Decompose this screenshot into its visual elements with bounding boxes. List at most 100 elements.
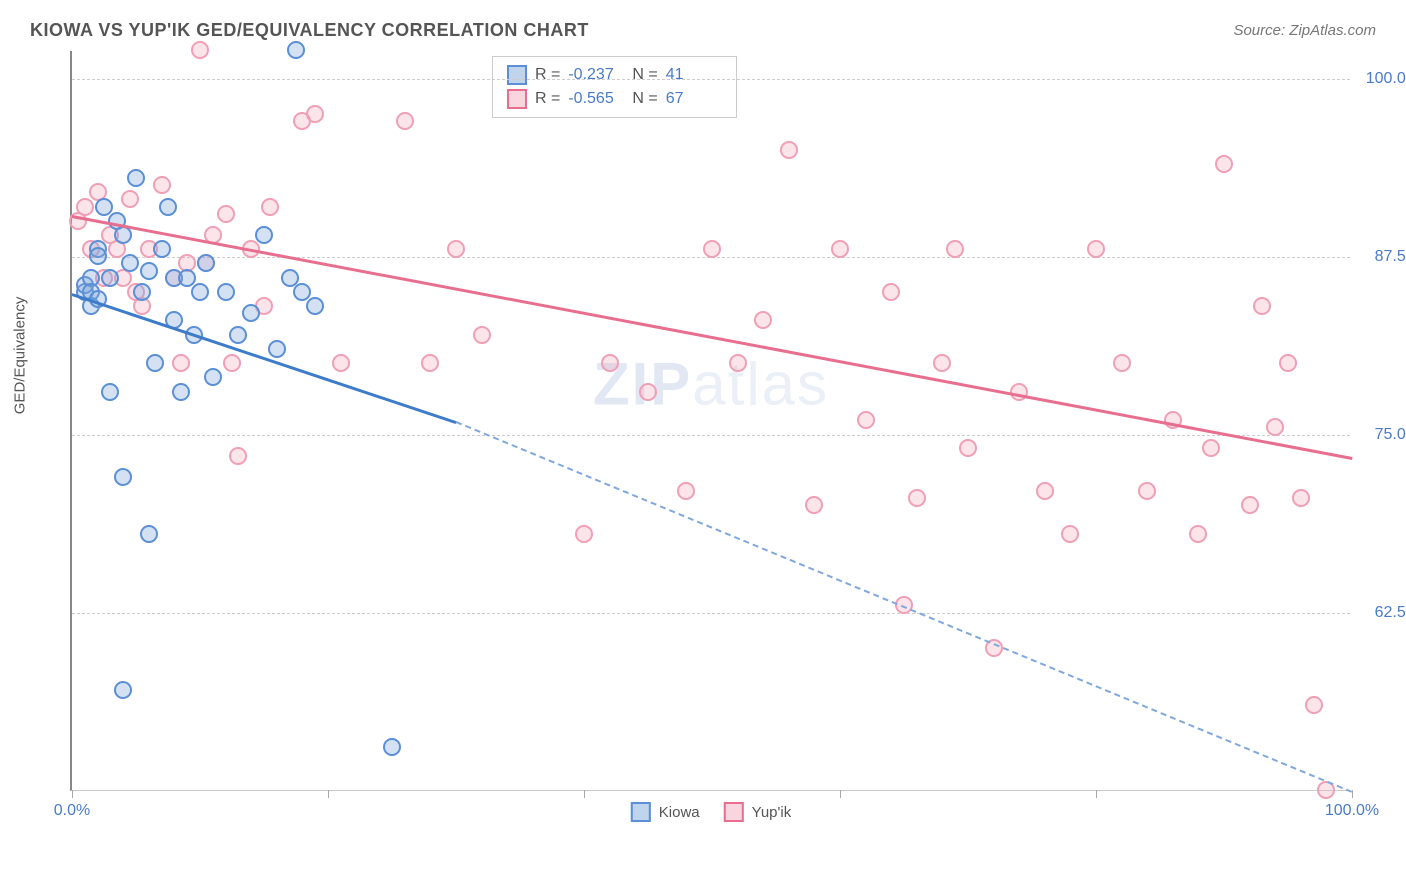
data-point [89, 247, 107, 265]
data-point [255, 226, 273, 244]
data-point [1215, 155, 1233, 173]
stat-r-value: -0.237 [568, 66, 624, 84]
data-point [191, 283, 209, 301]
legend-label: Kiowa [659, 804, 700, 821]
data-point [172, 354, 190, 372]
data-point [882, 283, 900, 301]
legend-swatch-blue [631, 802, 651, 822]
data-point [217, 205, 235, 223]
data-point [1087, 240, 1105, 258]
data-point [114, 681, 132, 699]
chart-source: Source: ZipAtlas.com [1233, 22, 1376, 39]
gridline [72, 435, 1350, 436]
data-point [76, 198, 94, 216]
gridline [72, 613, 1350, 614]
data-point [575, 525, 593, 543]
data-point [204, 368, 222, 386]
data-point [140, 525, 158, 543]
trendline [456, 421, 1353, 793]
chart-container: KIOWA VS YUP'IK GED/EQUIVALENCY CORRELAT… [0, 0, 1406, 892]
legend-item: Kiowa [631, 802, 700, 822]
data-point [396, 112, 414, 130]
data-point [229, 447, 247, 465]
data-point [421, 354, 439, 372]
data-point [639, 383, 657, 401]
data-point [197, 254, 215, 272]
data-point [217, 283, 235, 301]
data-point [242, 304, 260, 322]
data-point [473, 326, 491, 344]
stat-swatch-pink [507, 89, 527, 109]
xtick [328, 790, 329, 798]
legend-item: Yup'ik [724, 802, 792, 822]
data-point [1138, 482, 1156, 500]
data-point [805, 496, 823, 514]
xtick [840, 790, 841, 798]
data-point [159, 198, 177, 216]
ytick-label: 62.5% [1375, 604, 1406, 622]
data-point [703, 240, 721, 258]
data-point [601, 354, 619, 372]
stat-row: R = -0.237 N = 41 [507, 63, 722, 87]
data-point [1292, 489, 1310, 507]
data-point [101, 269, 119, 287]
ytick-label: 75.0% [1375, 426, 1406, 444]
data-point [857, 411, 875, 429]
stat-n-value: 41 [666, 66, 722, 84]
data-point [140, 262, 158, 280]
data-point [1189, 525, 1207, 543]
data-point [754, 311, 772, 329]
chart-area: GED/Equivalency ZIPatlas R = -0.237 N = … [30, 51, 1376, 831]
data-point [268, 340, 286, 358]
stat-r-label: R = [535, 90, 560, 108]
data-point [1202, 439, 1220, 457]
plot-region: ZIPatlas R = -0.237 N = 41 R = -0.565 N … [70, 51, 1350, 791]
data-point [133, 283, 151, 301]
gridline [72, 79, 1350, 80]
data-point [831, 240, 849, 258]
stats-box: R = -0.237 N = 41 R = -0.565 N = 67 [492, 56, 737, 118]
data-point [677, 482, 695, 500]
data-point [306, 297, 324, 315]
data-point [121, 190, 139, 208]
data-point [153, 240, 171, 258]
legend-label: Yup'ik [752, 804, 792, 821]
ytick-label: 87.5% [1375, 248, 1406, 266]
xtick [72, 790, 73, 798]
data-point [729, 354, 747, 372]
data-point [229, 326, 247, 344]
stat-swatch-blue [507, 65, 527, 85]
xtick-label: 100.0% [1325, 802, 1379, 820]
legend-swatch-pink [724, 802, 744, 822]
data-point [114, 226, 132, 244]
chart-header: KIOWA VS YUP'IK GED/EQUIVALENCY CORRELAT… [30, 20, 1376, 41]
stat-r-label: R = [535, 66, 560, 84]
data-point [114, 468, 132, 486]
data-point [223, 354, 241, 372]
data-point [332, 354, 350, 372]
data-point [101, 383, 119, 401]
data-point [780, 141, 798, 159]
data-point [1305, 696, 1323, 714]
data-point [287, 41, 305, 59]
legend: Kiowa Yup'ik [631, 802, 791, 822]
data-point [1253, 297, 1271, 315]
stat-n-label: N = [632, 66, 657, 84]
data-point [959, 439, 977, 457]
data-point [127, 169, 145, 187]
data-point [306, 105, 324, 123]
data-point [153, 176, 171, 194]
data-point [447, 240, 465, 258]
y-axis-label: GED/Equivalency [12, 297, 29, 415]
stat-n-label: N = [632, 90, 657, 108]
data-point [383, 738, 401, 756]
data-point [172, 383, 190, 401]
data-point [261, 198, 279, 216]
chart-title: KIOWA VS YUP'IK GED/EQUIVALENCY CORRELAT… [30, 20, 589, 41]
data-point [933, 354, 951, 372]
data-point [1061, 525, 1079, 543]
data-point [1113, 354, 1131, 372]
watermark: ZIPatlas [593, 349, 829, 418]
data-point [946, 240, 964, 258]
stat-n-value: 67 [666, 90, 722, 108]
